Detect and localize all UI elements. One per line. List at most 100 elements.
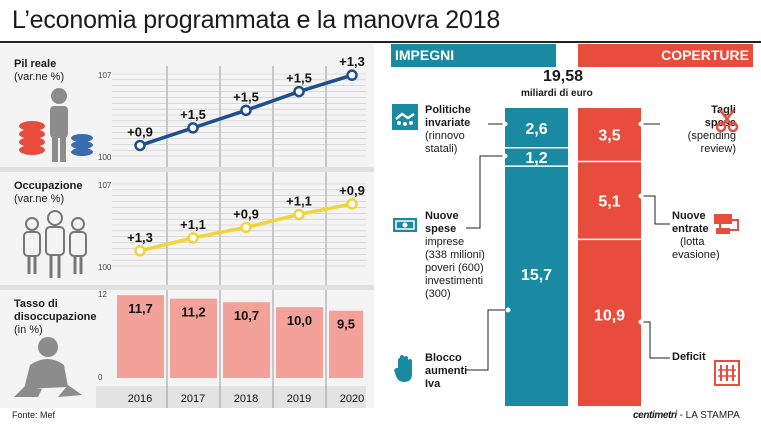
label-tagli-sub-2: review) xyxy=(700,143,736,155)
year-label: 2017 xyxy=(181,393,205,405)
occ-point xyxy=(187,232,199,244)
label-politiche-sub-1: (rinnovo xyxy=(425,130,465,142)
coperture-segment xyxy=(578,239,641,406)
impegni-segment-value: 2,6 xyxy=(525,121,547,138)
source-note: Fonte: Mef xyxy=(12,410,56,420)
person-coins-icon xyxy=(19,88,93,162)
label-entrate-sub-2: evasione) xyxy=(672,249,720,261)
unemp-sublabel: (in %) xyxy=(14,324,43,336)
sad-person-icon xyxy=(14,337,82,397)
pil-ytick-top: 107 xyxy=(98,71,112,80)
coperture-segment-value: 5,1 xyxy=(598,193,620,210)
panel-separator xyxy=(0,285,374,290)
coperture-header: COPERTURE xyxy=(578,44,753,67)
label-nuove-sub-3: poveri (600) xyxy=(425,262,484,274)
label-tagli-sub-1: (spending xyxy=(687,130,736,142)
occ-data-label: +1,3 xyxy=(127,230,153,245)
label-deficit: Deficit xyxy=(672,351,706,363)
leader-dot xyxy=(638,193,644,199)
calculator-icon xyxy=(714,360,740,386)
occ-ytick-bottom: 100 xyxy=(98,263,112,272)
footer-brand: centimetri xyxy=(633,410,677,421)
label-nuove-sub-1: imprese xyxy=(425,236,465,248)
occ-point xyxy=(293,208,305,221)
year-label: 2016 xyxy=(128,393,152,405)
leader-deficit xyxy=(641,321,670,359)
occ-data-label: +1,1 xyxy=(180,217,206,232)
pil-data-label: +1,5 xyxy=(180,107,206,122)
total-value: 19,58 xyxy=(543,68,584,85)
pil-sublabel: (var.ne %) xyxy=(14,71,65,83)
coperture-segment xyxy=(578,108,641,162)
coperture-segment-value: 10,9 xyxy=(594,307,625,324)
occ-point xyxy=(346,198,358,210)
unemp-label-line1: Tasso di xyxy=(14,298,58,310)
pil-data-label: +1,3 xyxy=(339,54,365,69)
coperture-segment xyxy=(578,161,641,240)
impegni-segment-value: 1,2 xyxy=(525,150,547,167)
pil-data-label: +1,5 xyxy=(233,89,259,104)
year-label: 2020 xyxy=(340,393,364,405)
impegni-segment-value: 15,7 xyxy=(521,267,552,284)
occ-data-label: +0,9 xyxy=(339,183,365,198)
footer-credit: centimetri - LA STAMPA xyxy=(633,410,740,421)
label-nuove-1: Nuove xyxy=(425,210,459,222)
hand-stop-icon xyxy=(394,355,412,382)
leader-dot xyxy=(502,153,508,159)
leader-blocco xyxy=(466,309,508,371)
unemp-value-label: 10,0 xyxy=(287,313,312,328)
label-blocco-1: Blocco xyxy=(425,352,462,364)
pil-point xyxy=(240,104,252,117)
leader-dot xyxy=(505,307,511,313)
years-band xyxy=(96,386,366,408)
label-entrate-sub-1: (lotta xyxy=(680,236,705,248)
label-nuove-2: spese xyxy=(425,223,457,235)
label-blocco-3: Iva xyxy=(425,378,441,390)
unemp-ytick-top: 12 xyxy=(98,290,107,299)
title-divider xyxy=(0,41,761,43)
unemp-ytick-bottom: 0 xyxy=(98,373,103,382)
unemp-value-label: 9,5 xyxy=(337,317,355,332)
occ-point xyxy=(134,245,146,257)
label-politiche-1: Politiche xyxy=(425,104,471,116)
panel-separator xyxy=(0,167,374,172)
occ-ytick-top: 107 xyxy=(98,181,112,190)
leader-dot xyxy=(638,319,644,325)
total-unit: miliardi di euro xyxy=(521,88,593,99)
occ-data-label: +1,1 xyxy=(286,193,312,208)
page-title: L’economia programmata e la manovra 2018 xyxy=(12,6,501,34)
scissors-icon xyxy=(715,109,739,133)
label-politiche-sub-2: statali) xyxy=(425,143,458,155)
footer-publication: - LA STAMPA xyxy=(679,410,740,421)
pil-point xyxy=(346,69,358,81)
unemp-label-line2: disoccupazione xyxy=(14,311,97,323)
impegni-segment xyxy=(505,147,568,167)
unemp-bar xyxy=(117,295,164,378)
people-icon xyxy=(23,210,87,278)
occ-point xyxy=(240,221,252,234)
label-blocco-2: aumenti xyxy=(425,365,468,377)
year-label: 2019 xyxy=(287,393,311,405)
occ-label: Occupazione xyxy=(14,180,83,192)
handshake-icon xyxy=(392,104,418,130)
leader-entrate xyxy=(641,195,670,225)
label-tagli-1: Tagli xyxy=(711,104,736,116)
coperture-segment-value: 3,5 xyxy=(598,128,620,145)
unemp-bar xyxy=(223,302,270,378)
unemp-bar xyxy=(329,310,363,378)
leader-dot xyxy=(502,121,508,127)
label-nuove-sub-2: (338 milioni) xyxy=(425,249,485,261)
unemp-bar xyxy=(170,298,217,378)
pil-label: Pil reale xyxy=(14,58,57,70)
occ-data-label: +0,9 xyxy=(233,206,259,221)
unemp-bar xyxy=(276,307,323,378)
label-entrate-1: Nuove xyxy=(672,210,706,222)
occ-sublabel: (var.ne %) xyxy=(14,193,65,205)
pil-point xyxy=(134,139,146,152)
label-entrate-2: entrate xyxy=(672,223,709,235)
unemp-value-label: 11,7 xyxy=(128,301,153,316)
banknote-icon xyxy=(393,218,417,232)
label-politiche-2: invariate xyxy=(425,117,471,129)
